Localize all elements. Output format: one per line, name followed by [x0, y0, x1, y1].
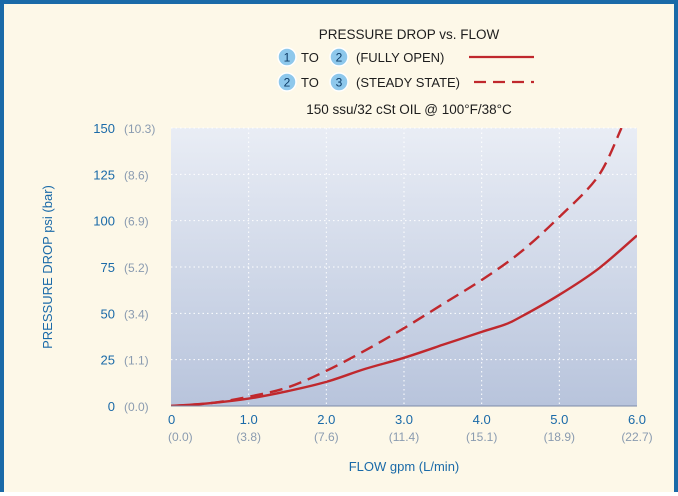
y-tick-sublabel: (10.3): [124, 122, 155, 136]
chart-subtitle: 150 ssu/32 cSt OIL @ 100°F/38°C: [306, 102, 512, 117]
x-tick-sublabel: (0.0): [168, 430, 193, 444]
x-tick-sublabel: (7.6): [314, 430, 339, 444]
x-tick-sublabel: (22.7): [621, 430, 652, 444]
x-tick-sublabel: (15.1): [466, 430, 497, 444]
y-tick-labels: 0 (0.0) 25 (1.1) 50 (3.4) 75 (5.2) 100 (6.9) 125 (8…: [93, 121, 155, 414]
series-group: [171, 128, 637, 406]
y-tick-sublabel: (6.9): [124, 215, 149, 229]
x-tick-sublabel: (3.8): [236, 430, 261, 444]
legend-badge-number: 1: [284, 51, 291, 65]
legend-badge-1: [277, 47, 297, 67]
x-tick-label: 0: [168, 412, 175, 427]
x-tick-sublabel: (18.9): [544, 430, 575, 444]
x-tick-label: 6.0: [628, 412, 646, 427]
legend: 1 TO 2 (FULLY OPEN) 2 TO 3 (STEADY STATE): [277, 47, 534, 92]
y-tick-label: 50: [101, 306, 115, 321]
y-axis-label: PRESSURE DROP psi (bar): [40, 185, 55, 349]
gridlines: [171, 127, 637, 406]
y-tick-sublabel: (1.1): [124, 354, 149, 368]
y-tick-label: 100: [93, 214, 115, 229]
legend-joiner: TO: [301, 75, 319, 90]
x-tick-label: 2.0: [317, 412, 335, 427]
legend-badge-3: [329, 72, 349, 92]
legend-badge-number: 3: [336, 76, 343, 90]
y-tick-sublabel: (0.0): [124, 400, 149, 414]
x-tick-label: 3.0: [395, 412, 413, 427]
pressure-drop-chart: PRESSURE DROP vs. FLOW 1 TO 2 (FULLY OPEN) 2…: [40, 27, 653, 474]
legend-series-name: (FULLY OPEN): [356, 50, 444, 65]
x-tick-label: 5.0: [550, 412, 568, 427]
legend-badge-2: [329, 47, 349, 67]
legend-badge-2: [277, 72, 297, 92]
y-tick-sublabel: (3.4): [124, 307, 149, 321]
series-line-steady-state: [171, 128, 623, 406]
legend-badge-number: 2: [336, 51, 343, 65]
x-tick-label: 1.0: [240, 412, 258, 427]
y-tick-label: 25: [101, 353, 115, 368]
x-tick-labels: 0 (0.0) 1.0 (3.8) 2.0 (7.6) 3.0 (11.4) 4.0 (15.1)…: [168, 412, 653, 444]
y-tick-sublabel: (5.2): [124, 261, 149, 275]
chart-title: PRESSURE DROP vs. FLOW: [319, 27, 500, 42]
y-tick-label: 125: [93, 167, 115, 182]
y-tick-label: 75: [101, 260, 115, 275]
x-tick-sublabel: (11.4): [389, 430, 419, 444]
x-axis-label: FLOW gpm (L/min): [349, 459, 460, 474]
legend-series-name: (STEADY STATE): [356, 75, 460, 90]
x-tick-label: 4.0: [473, 412, 491, 427]
y-tick-sublabel: (8.6): [124, 168, 149, 182]
y-tick-label: 150: [93, 121, 115, 136]
legend-joiner: TO: [301, 50, 319, 65]
legend-badge-number: 2: [284, 76, 291, 90]
series-line-fully-open: [171, 234, 637, 406]
y-tick-label: 0: [108, 399, 115, 414]
